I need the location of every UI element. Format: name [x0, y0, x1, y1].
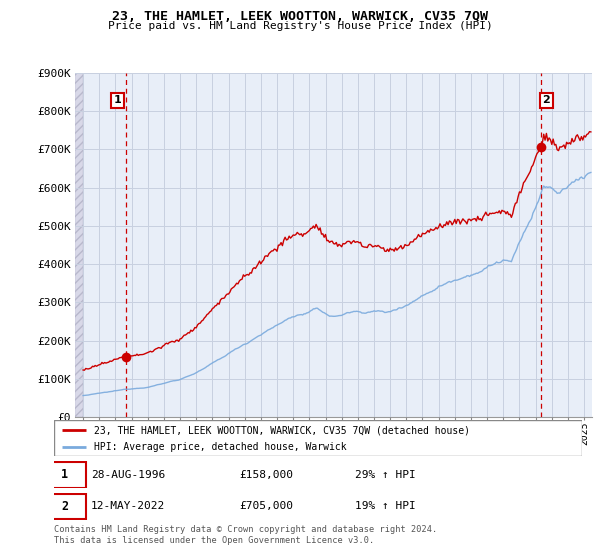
Text: 23, THE HAMLET, LEEK WOOTTON, WARWICK, CV35 7QW (detached house): 23, THE HAMLET, LEEK WOOTTON, WARWICK, C… — [94, 425, 470, 435]
Text: 28-AUG-1996: 28-AUG-1996 — [91, 470, 165, 480]
Text: 1: 1 — [61, 468, 68, 482]
FancyBboxPatch shape — [54, 420, 582, 456]
Text: Contains HM Land Registry data © Crown copyright and database right 2024.
This d: Contains HM Land Registry data © Crown c… — [54, 525, 437, 545]
FancyBboxPatch shape — [43, 493, 86, 519]
Bar — [75, 73, 83, 417]
Text: 1: 1 — [114, 95, 122, 105]
Text: 23, THE HAMLET, LEEK WOOTTON, WARWICK, CV35 7QW: 23, THE HAMLET, LEEK WOOTTON, WARWICK, C… — [112, 10, 488, 23]
Text: 29% ↑ HPI: 29% ↑ HPI — [355, 470, 416, 480]
Text: £705,000: £705,000 — [239, 501, 293, 511]
Text: 19% ↑ HPI: 19% ↑ HPI — [355, 501, 416, 511]
Text: 12-MAY-2022: 12-MAY-2022 — [91, 501, 165, 511]
Text: 2: 2 — [61, 500, 68, 513]
Text: HPI: Average price, detached house, Warwick: HPI: Average price, detached house, Warw… — [94, 442, 346, 452]
Text: 2: 2 — [542, 95, 550, 105]
Text: Price paid vs. HM Land Registry's House Price Index (HPI): Price paid vs. HM Land Registry's House … — [107, 21, 493, 31]
Text: £158,000: £158,000 — [239, 470, 293, 480]
FancyBboxPatch shape — [43, 462, 86, 488]
